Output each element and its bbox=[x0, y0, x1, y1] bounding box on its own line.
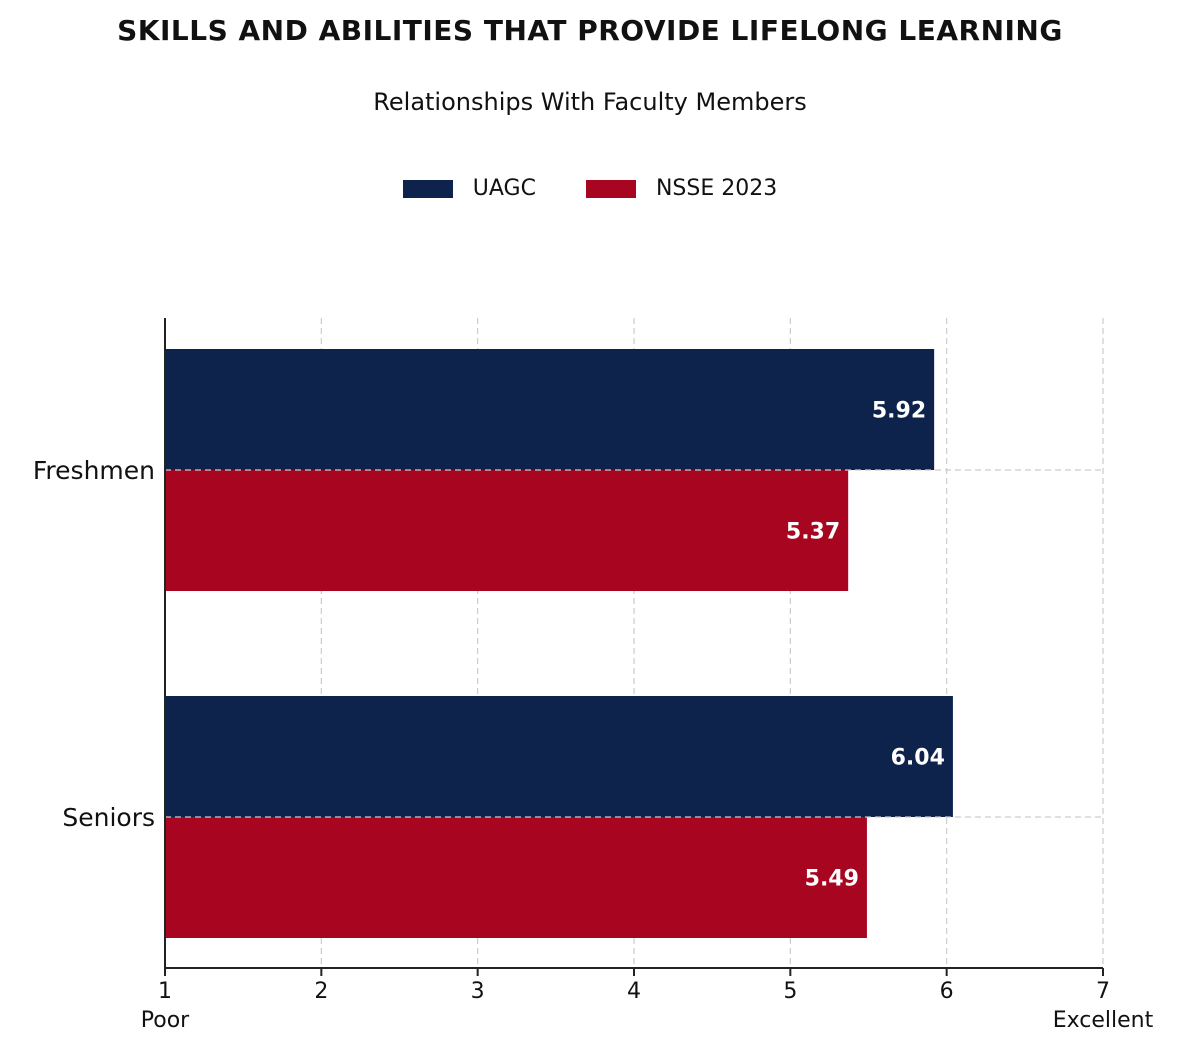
legend-label-nsse: NSSE 2023 bbox=[655, 176, 778, 201]
value-label: 5.37 bbox=[786, 520, 840, 545]
value-label: 6.04 bbox=[891, 746, 945, 771]
bar-seniors-nsse bbox=[165, 817, 867, 938]
x-tick-label: 6 bbox=[940, 979, 954, 1004]
legend-item-nsse: NSSE 2023 bbox=[585, 176, 778, 201]
legend: UAGC NSSE 2023 bbox=[0, 176, 1180, 201]
category-label: Freshmen bbox=[33, 456, 155, 485]
chart-subtitle: Relationships With Faculty Members bbox=[373, 88, 807, 116]
bar-freshmen-nsse bbox=[165, 470, 849, 591]
x-endpoint-label-low: Poor bbox=[141, 1008, 190, 1033]
x-tick-label: 4 bbox=[627, 979, 641, 1004]
bar-seniors-uagc bbox=[165, 696, 953, 817]
value-label: 5.92 bbox=[872, 399, 926, 424]
bar-freshmen-uagc bbox=[165, 349, 935, 470]
x-tick-label: 7 bbox=[1096, 979, 1110, 1004]
x-tick-label: 5 bbox=[783, 979, 797, 1004]
x-tick-label: 3 bbox=[471, 979, 485, 1004]
x-tick-label: 1 bbox=[158, 979, 172, 1004]
category-label: Seniors bbox=[62, 803, 155, 832]
x-endpoint-label-high: Excellent bbox=[1053, 1008, 1154, 1033]
value-label: 5.49 bbox=[805, 867, 859, 892]
x-tick-label: 2 bbox=[314, 979, 328, 1004]
legend-swatch-nsse bbox=[585, 179, 636, 198]
legend-item-uagc: UAGC bbox=[402, 176, 536, 201]
legend-swatch-uagc bbox=[402, 179, 453, 198]
chart-title: SKILLS AND ABILITIES THAT PROVIDE LIFELO… bbox=[117, 14, 1063, 47]
legend-label-uagc: UAGC bbox=[472, 176, 536, 201]
